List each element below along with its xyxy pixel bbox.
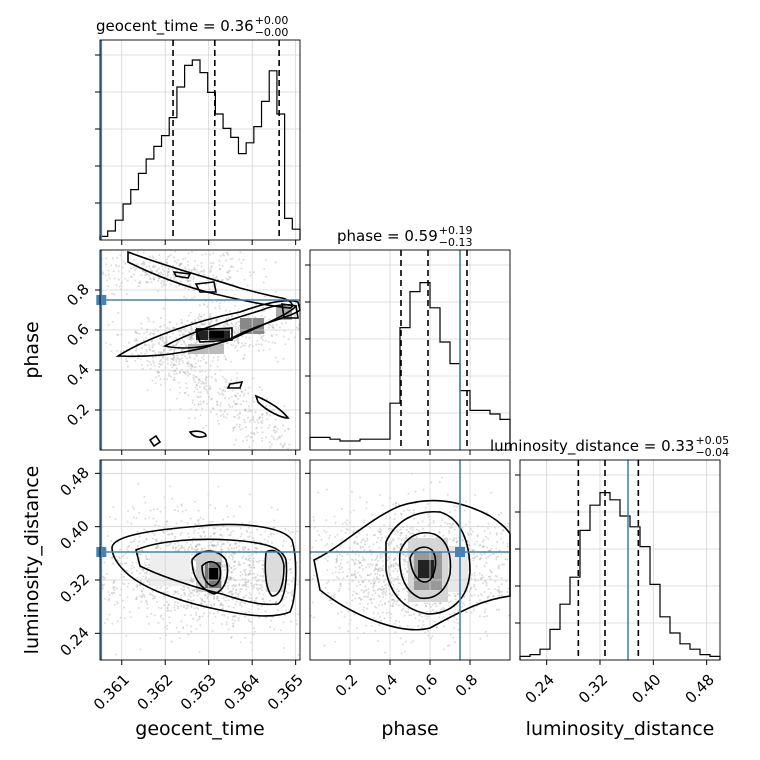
- truth-marker-luminosity_distance-geocent_time: [96, 547, 107, 557]
- histogram-geocent_time: [99, 59, 301, 240]
- grid-2-1: [310, 460, 510, 660]
- contour-c10e: [194, 281, 217, 293]
- axes-layer: [95, 39, 721, 665]
- title-median: 0.59: [404, 227, 437, 245]
- truth-luminosity_distance-phase: [310, 460, 510, 660]
- contour-c10j: [188, 430, 207, 438]
- truth-phase-geocent_time: [100, 250, 300, 450]
- yaxis-label-phase: phase: [21, 321, 43, 378]
- xtick-label-phase: 0.2: [332, 671, 362, 701]
- xtick-label-geocent_time: 0.363: [177, 671, 220, 714]
- title-geocent_time: geocent_time = 0.36: [96, 17, 254, 36]
- ytick-label-luminosity_distance: 0.32: [56, 570, 92, 606]
- data-layer: [96, 40, 721, 660]
- xtick-label-geocent_time: 0.362: [133, 671, 176, 714]
- contour-c21c: [398, 532, 452, 600]
- contour-c21d: [409, 546, 437, 583]
- grid-1-1: [310, 250, 510, 450]
- title-plus-phase: +0.19: [439, 224, 473, 237]
- contour-c10f: [172, 271, 192, 279]
- xtick-label-luminosity_distance: 0.32: [575, 671, 611, 707]
- xtick-label-geocent_time: 0.365: [264, 671, 307, 714]
- density-layer: [100, 250, 510, 656]
- ytick-label-phase: 0.4: [63, 360, 93, 390]
- ytick-label-phase: 0.2: [63, 400, 93, 430]
- title-name: luminosity_distance: [490, 437, 639, 456]
- xaxis-label-luminosity_distance: luminosity_distance: [526, 718, 715, 740]
- title-name: geocent_time: [96, 17, 198, 36]
- contour-c21b: [385, 510, 471, 615]
- density-cell: [150, 552, 190, 586]
- density-cell: [208, 568, 218, 580]
- density-cell: [188, 344, 224, 354]
- ytick-label-luminosity_distance: 0.40: [56, 517, 92, 553]
- ytick-label-luminosity_distance: 0.48: [56, 463, 92, 499]
- title-eq: =: [639, 437, 661, 455]
- title-name: phase: [337, 227, 382, 245]
- contour-c10k: [148, 434, 162, 448]
- ytick-label-phase: 0.6: [63, 320, 93, 350]
- ytick-label-phase: 0.8: [63, 280, 93, 310]
- contour-c10d: [127, 250, 294, 309]
- xtick-label-luminosity_distance: 0.40: [628, 671, 664, 707]
- axes-frame-0-0: [99, 39, 301, 241]
- xtick-label-phase: 0.4: [372, 671, 402, 701]
- xtick-label-luminosity_distance: 0.48: [682, 671, 718, 707]
- title-minus-geocent_time: −0.00: [255, 26, 289, 39]
- title-median: 0.36: [220, 17, 253, 35]
- title-plus-geocent_time: +0.00: [255, 14, 289, 27]
- xtick-label-geocent_time: 0.364: [220, 671, 263, 714]
- truth-luminosity_distance-geocent_time: [100, 460, 300, 660]
- contour-c10h: [226, 380, 244, 389]
- title-minus-phase: −0.13: [439, 236, 473, 249]
- histogram-phase: [309, 282, 511, 450]
- xaxis-label-geocent_time: geocent_time: [135, 718, 264, 740]
- contour-c10c: [194, 327, 233, 343]
- contour-c10g: [281, 303, 299, 319]
- grid-0-0: [100, 40, 300, 240]
- title-median: 0.33: [661, 437, 694, 455]
- axes-frame-2-2: [519, 459, 721, 661]
- title-luminosity_distance: luminosity_distance = 0.33: [490, 437, 694, 456]
- xtick-label-phase: 0.6: [412, 671, 442, 701]
- title-plus-luminosity_distance: +0.05: [695, 434, 729, 447]
- contour-c20b: [135, 538, 288, 606]
- contour-c10a: [115, 299, 301, 358]
- title-eq: =: [382, 227, 404, 245]
- axes-frame-2-1: [309, 459, 511, 661]
- density-cell: [266, 552, 284, 592]
- xtick-label-phase: 0.8: [452, 671, 482, 701]
- ytick-label-luminosity_distance: 0.24: [56, 623, 92, 659]
- density-cell: [418, 560, 434, 578]
- grid-2-0: [100, 460, 300, 660]
- contour-c20d: [201, 560, 222, 587]
- density-cell: [208, 330, 224, 338]
- contours: [111, 250, 511, 631]
- title-minus-luminosity_distance: −0.04: [695, 446, 729, 459]
- density-cell: [448, 546, 468, 592]
- truth-marker-luminosity_distance-phase: [455, 547, 465, 557]
- xaxis-label-phase: phase: [381, 718, 438, 740]
- contour-c20a: [111, 523, 297, 617]
- histogram-luminosity_distance: [519, 492, 721, 660]
- title-phase: phase = 0.59: [337, 227, 438, 245]
- contour-c21a: [313, 499, 511, 631]
- axes-frame-1-1: [309, 249, 511, 451]
- xtick-label-geocent_time: 0.361: [90, 671, 133, 714]
- axes-frame-1-0: [99, 249, 301, 451]
- title-eq: =: [198, 17, 220, 35]
- axes-frame-2-0: [99, 459, 301, 661]
- contour-c10i: [254, 394, 290, 419]
- yaxis-label-luminosity_distance: luminosity_distance: [21, 466, 43, 655]
- xtick-label-luminosity_distance: 0.24: [522, 671, 558, 707]
- truth-marker-phase-geocent_time: [96, 295, 107, 305]
- contour-c20c: [191, 550, 229, 595]
